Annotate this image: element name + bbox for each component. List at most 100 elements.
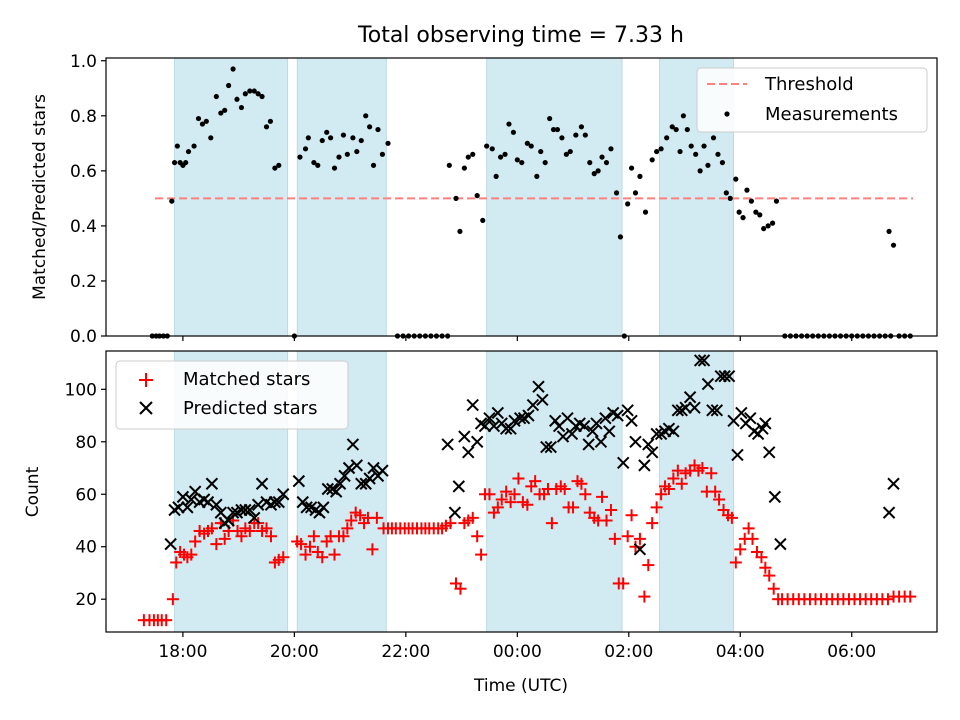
predicted-point-b (577, 419, 591, 433)
measurement-point (669, 124, 675, 130)
bottom-y-axis-label: Count (23, 466, 43, 517)
measurement-point (528, 143, 534, 149)
predicted-point (718, 369, 731, 383)
predicted-point-b (172, 501, 185, 514)
predicted-point-b (317, 501, 330, 514)
matched-point (260, 522, 273, 535)
measurement-point (628, 165, 635, 171)
shaded-interval (486, 57, 623, 337)
matched-point (303, 540, 316, 553)
measurement-point (267, 118, 274, 124)
measurement-point (222, 107, 228, 113)
matched-point (475, 548, 488, 561)
predicted-point-b (513, 411, 527, 425)
matched-point (235, 530, 248, 543)
predicted-point-b (590, 417, 603, 430)
x-tick-label: 00:00 (493, 642, 542, 662)
predicted-point-b (346, 438, 360, 451)
matched-point (243, 524, 256, 537)
measurement-point (642, 209, 649, 215)
measurement-point (218, 110, 224, 116)
predicted-point (243, 503, 257, 517)
predicted-point-b (697, 354, 711, 367)
predicted-point-b (683, 390, 697, 404)
predicted-point-b (611, 409, 624, 422)
measurement-point (203, 118, 209, 124)
y-tick-label: 0.8 (70, 107, 97, 127)
predicted-point (181, 501, 194, 514)
measurement-point (617, 234, 624, 240)
predicted-point (458, 430, 471, 443)
y-tick-label: 80 (75, 433, 97, 453)
predicted-point-b (491, 406, 505, 420)
predicted-point-b (452, 480, 466, 493)
x-tick-label: 18:00 (158, 642, 207, 662)
predicted-point (759, 417, 772, 430)
measurement-point (297, 154, 303, 160)
measurement-point (769, 220, 776, 226)
legend-predicted-label: Predicted stars (183, 398, 317, 419)
predicted-point-b (504, 422, 517, 435)
measurement-point (658, 146, 664, 152)
predicted-point-b (251, 498, 265, 511)
predicted-point (277, 488, 290, 501)
predicted-point (735, 406, 748, 420)
matched-point (483, 488, 496, 501)
measurement-point (757, 212, 763, 218)
predicted-point (321, 482, 335, 496)
predicted-point-b (292, 474, 306, 488)
measurement-point (673, 126, 679, 133)
measurement-point (664, 135, 670, 141)
measurement-point (311, 159, 317, 166)
matched-point (545, 517, 558, 530)
shaded-interval (296, 57, 387, 337)
predicted-point (683, 390, 697, 404)
matched-point (166, 593, 179, 606)
matched-point (444, 517, 457, 530)
predicted-point-b (759, 417, 772, 430)
predicted-point-b (706, 404, 719, 417)
predicted-point (367, 461, 380, 475)
measurement-point (744, 187, 750, 193)
predicted-point (565, 427, 579, 441)
measurement-point (259, 93, 265, 100)
predicted-point (338, 469, 351, 483)
matched-point (881, 593, 894, 606)
predicted-point (590, 417, 603, 430)
predicted-point-b (487, 419, 501, 433)
measurement-point (385, 140, 391, 146)
matched-point (729, 556, 742, 569)
x-axis-label: Time (UTC) (473, 676, 568, 696)
measurement-point (363, 113, 369, 119)
matched-point (667, 472, 680, 485)
matched-point (596, 490, 609, 503)
measurement-point (344, 151, 350, 157)
measurement-point (748, 198, 755, 204)
matched-point (471, 530, 484, 543)
measurement-point (480, 217, 486, 223)
predicted-point-b (181, 501, 194, 514)
measurement-point (474, 193, 480, 199)
matched-point (579, 488, 592, 501)
predicted-point (483, 411, 496, 425)
predicted-point (617, 456, 630, 469)
matched-point (671, 464, 684, 477)
predicted-point-b (645, 446, 659, 459)
measurement-point (582, 132, 588, 138)
predicted-point (540, 440, 553, 454)
y-tick-label: 0.0 (70, 327, 97, 347)
top-x-ticks (182, 336, 853, 341)
predicted-point-b (688, 401, 701, 414)
matched-point (512, 472, 525, 485)
measurement-point (230, 66, 236, 72)
measurement-point (740, 215, 746, 221)
measurement-point (680, 113, 687, 119)
bottom-x-ticks: 18:00 20:00 22:00 00:00 02:00 04:00 06:00 (158, 632, 876, 662)
measurement-point (595, 168, 601, 174)
predicted-point (248, 511, 261, 525)
measurement-point (185, 148, 192, 155)
predicted-point-b (679, 401, 692, 414)
predicted-point (532, 380, 545, 393)
measurement-point (710, 135, 717, 141)
predicted-point (487, 419, 501, 433)
